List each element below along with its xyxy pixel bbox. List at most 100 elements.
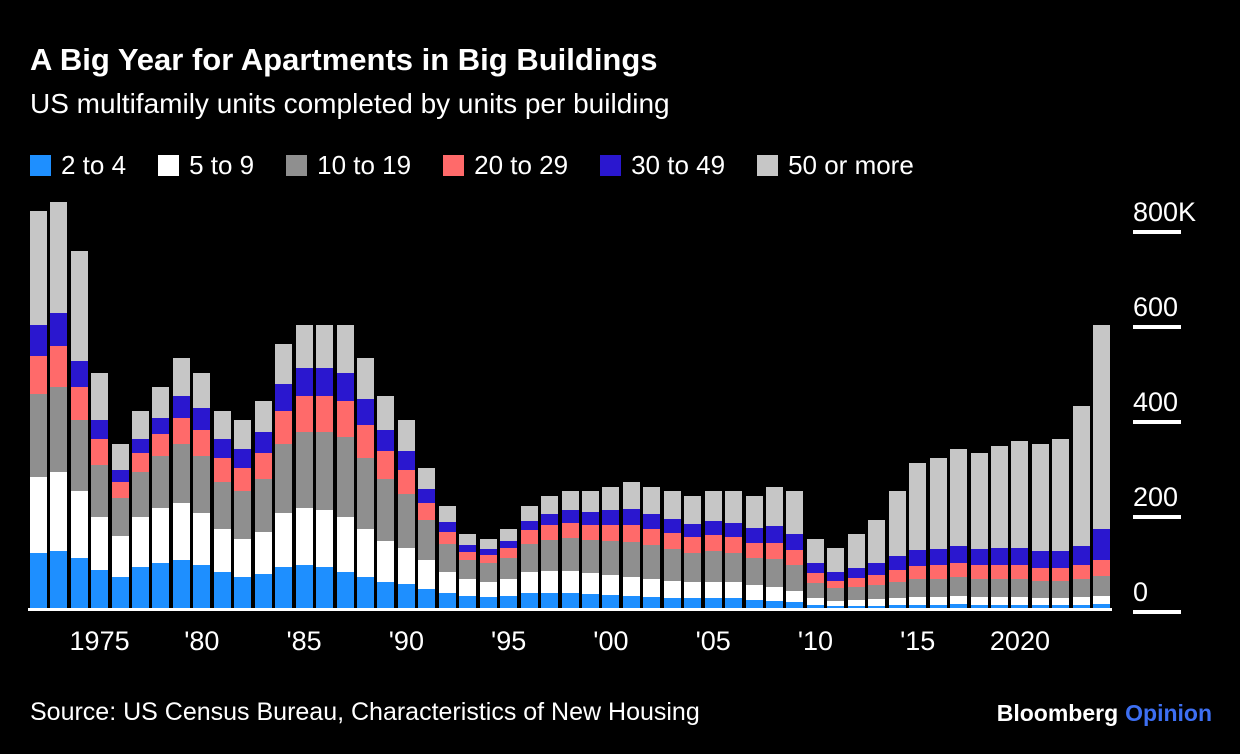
- bar-segment-50-or-more: [500, 529, 518, 542]
- bar-1985: [295, 325, 313, 610]
- bar-1993: [459, 534, 477, 610]
- bar-segment-30-to-49: [909, 549, 927, 566]
- bar-segment-2-to-4: [1072, 604, 1090, 610]
- bar-segment-2-to-4: [1093, 604, 1111, 610]
- bar-2021: [1031, 443, 1049, 610]
- bar-segment-20-to-29: [929, 565, 947, 579]
- bar-2009: [786, 491, 804, 610]
- bar-segment-10-to-19: [929, 578, 947, 597]
- bar-segment-20-to-29: [29, 355, 47, 394]
- bar-segment-30-to-49: [827, 572, 845, 581]
- bar-2017: [950, 448, 968, 610]
- bar-segment-10-to-19: [909, 578, 927, 597]
- y-tick-0: 0: [1133, 577, 1233, 614]
- bar-segment-10-to-19: [561, 537, 579, 572]
- bar-1997: [541, 496, 559, 610]
- bar-segment-10-to-19: [193, 455, 211, 513]
- bar-2004: [684, 496, 702, 610]
- bar-segment-5-to-9: [806, 598, 824, 606]
- bar-segment-50-or-more: [745, 496, 763, 529]
- bar-segment-20-to-29: [520, 530, 538, 544]
- x-tick-1985: '85: [286, 626, 322, 656]
- bar-segment-2-to-4: [275, 567, 293, 610]
- legend-item-50-or-more: 50 or more: [757, 150, 914, 181]
- x-tick-1975: 1975: [69, 626, 130, 656]
- bar-segment-20-to-29: [868, 575, 886, 585]
- bar-segment-20-to-29: [213, 458, 231, 482]
- bar-segment-5-to-9: [847, 600, 865, 607]
- bar-2024: [1093, 325, 1111, 610]
- bar-segment-5-to-9: [602, 574, 620, 595]
- bar-segment-10-to-19: [622, 541, 640, 577]
- x-tick-2005: '05: [695, 626, 731, 656]
- bar-segment-50-or-more: [970, 453, 988, 549]
- bar-2019: [991, 446, 1008, 610]
- bar-segment-5-to-9: [275, 512, 293, 568]
- bar-segment-20-to-29: [70, 386, 88, 420]
- bar-segment-5-to-9: [909, 596, 927, 605]
- bar-segment-50-or-more: [172, 358, 190, 397]
- bar-segment-5-to-9: [766, 587, 784, 601]
- bar-1988: [356, 358, 374, 610]
- bar-segment-50-or-more: [336, 325, 354, 373]
- bar-segment-50-or-more: [254, 401, 272, 432]
- bar-segment-50-or-more: [1072, 405, 1090, 546]
- bar-segment-30-to-49: [254, 431, 272, 454]
- bar-segment-30-to-49: [786, 534, 804, 551]
- legend-item-30-to-49: 30 to 49: [600, 150, 725, 181]
- bar-segment-5-to-9: [1072, 596, 1090, 605]
- bar-segment-50-or-more: [377, 396, 395, 430]
- bar-segment-2-to-4: [684, 598, 702, 610]
- bar-segment-50-or-more: [111, 443, 129, 470]
- bar-segment-5-to-9: [1031, 597, 1049, 606]
- bar-1980: [193, 372, 211, 610]
- bar-segment-5-to-9: [1093, 595, 1111, 605]
- bar-segment-20-to-29: [847, 578, 865, 587]
- legend-label: 2 to 4: [61, 150, 127, 180]
- bar-2003: [663, 491, 681, 610]
- legend-item-5-to-9: 5 to 9: [158, 150, 254, 181]
- bar-segment-10-to-19: [275, 443, 293, 513]
- legend-item-10-to-19: 10 to 19: [286, 150, 411, 181]
- bar-segment-5-to-9: [561, 571, 579, 593]
- bar-segment-20-to-29: [1011, 565, 1029, 579]
- bar-segment-10-to-19: [541, 539, 559, 572]
- bar-segment-10-to-19: [91, 465, 109, 518]
- bar-2010: [806, 538, 824, 610]
- bar-segment-10-to-19: [581, 539, 599, 573]
- bar-segment-10-to-19: [766, 558, 784, 588]
- bar-segment-5-to-9: [622, 576, 640, 596]
- bar-segment-30-to-49: [806, 563, 824, 574]
- bar-segment-20-to-29: [541, 525, 559, 540]
- bar-segment-20-to-29: [1031, 567, 1049, 581]
- bar-segment-2-to-4: [152, 562, 170, 610]
- bar-segment-20-to-29: [909, 565, 927, 579]
- bar-segment-5-to-9: [479, 581, 497, 597]
- bar-segment-2-to-4: [377, 581, 395, 610]
- bar-segment-10-to-19: [459, 560, 477, 580]
- bar-segment-2-to-4: [766, 600, 784, 610]
- bar-1981: [213, 410, 231, 610]
- bar-segment-10-to-19: [868, 584, 886, 600]
- bar-segment-5-to-9: [1011, 596, 1029, 605]
- bar-segment-10-to-19: [29, 393, 47, 477]
- bar-segment-20-to-29: [827, 580, 845, 589]
- bar-1994: [479, 538, 497, 610]
- bar-segment-20-to-29: [50, 346, 68, 387]
- bar-segment-10-to-19: [479, 563, 497, 582]
- bar-segment-5-to-9: [131, 517, 149, 568]
- bar-segment-50-or-more: [234, 420, 252, 449]
- bar-segment-30-to-49: [111, 469, 129, 482]
- bar-1975: [91, 372, 109, 610]
- bar-segment-10-to-19: [70, 420, 88, 492]
- bar-segment-50-or-more: [295, 325, 313, 368]
- bar-segment-2-to-4: [663, 597, 681, 610]
- bar-1984: [275, 344, 293, 610]
- bar-segment-10-to-19: [684, 552, 702, 582]
- bar-segment-10-to-19: [786, 565, 804, 592]
- bar-segment-30-to-49: [500, 541, 518, 549]
- x-tick-1990: '90: [388, 626, 424, 656]
- legend-item-2-to-4: 2 to 4: [30, 150, 126, 181]
- bar-segment-10-to-19: [704, 551, 722, 582]
- bar-segment-30-to-49: [602, 510, 620, 525]
